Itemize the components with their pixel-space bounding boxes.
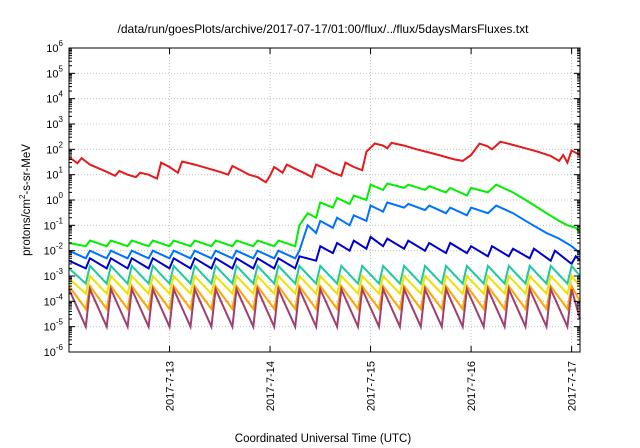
series-line-3 (68, 201, 581, 260)
series-line-8 (68, 285, 581, 331)
y-tick-label: 103 (46, 115, 63, 131)
y-tick-label: 10-2 (44, 242, 64, 258)
y-tick-base: 10 (46, 68, 58, 80)
y-tick-label: 104 (46, 90, 63, 106)
y-tick-exponent: -1 (56, 216, 64, 225)
y-tick-base: 10 (46, 195, 58, 207)
y-tick-base: 10 (44, 220, 56, 232)
y-tick-label: 10-5 (44, 318, 64, 334)
y-tick-exponent: 2 (59, 140, 64, 149)
y-axis-label: protons/cm2-s-sr-MeV (18, 144, 33, 256)
x-tick-label: 2017-7-14 (265, 361, 277, 411)
series-lines (68, 140, 581, 331)
y-tick-exponent: -2 (56, 242, 64, 251)
y-tick-exponent: -4 (56, 292, 64, 301)
y-tick-exponent: 1 (59, 166, 64, 175)
x-tick-label: 2017-7-17 (567, 361, 579, 411)
y-tick-base: 10 (46, 119, 58, 131)
y-tick-exponent: 3 (59, 115, 64, 124)
y-tick-base: 10 (44, 246, 56, 258)
y-tick-exponent: -6 (56, 343, 64, 352)
y-tick-label: 106 (46, 39, 63, 55)
y-tick-label: 105 (46, 64, 63, 80)
y-tick-base: 10 (46, 43, 58, 55)
y-tick-label: 100 (46, 191, 63, 207)
y-tick-label: 101 (46, 166, 63, 182)
y-tick-base: 10 (44, 322, 56, 334)
series-line-4 (68, 235, 581, 270)
y-tick-exponent: 4 (59, 90, 64, 99)
y-tick-exponent: -3 (56, 267, 64, 276)
y-tick-label: 10-1 (44, 216, 64, 232)
grid-lines (69, 48, 580, 352)
x-tick-labels: 2017-7-13 2017-7-14 2017-7-15 2017-7-16 2017… (165, 361, 579, 411)
y-axis-label-suffix: -s-sr-MeV (21, 144, 33, 195)
series-line-6 (68, 273, 581, 296)
series-line-7 (68, 283, 581, 312)
y-tick-exponent: 0 (59, 191, 64, 200)
y-tick-base: 10 (46, 94, 58, 106)
chart-title: /data/run/goesPlots/archive/2017-07-17/0… (118, 22, 530, 36)
y-axis-label-prefix: protons/cm (21, 199, 33, 256)
x-tick-label: 2017-7-15 (366, 361, 378, 411)
series-line-2 (68, 182, 581, 248)
y-tick-base: 10 (46, 144, 58, 156)
y-tick-exponent: -5 (56, 318, 64, 327)
x-axis-label: Coordinated Universal Time (UTC) (235, 433, 412, 445)
x-tick-label: 2017-7-13 (165, 361, 177, 411)
y-tick-label: 10-4 (44, 292, 64, 308)
series-line-5 (68, 263, 581, 286)
y-tick-base: 10 (46, 170, 58, 182)
y-tick-exponent: 6 (59, 39, 64, 48)
y-tick-label: 10-3 (44, 267, 64, 283)
y-tick-labels: 10-610-510-410-310-210-11001011021031041… (44, 39, 64, 359)
y-tick-label: 102 (46, 140, 63, 156)
x-tick-label: 2017-7-16 (466, 361, 478, 411)
y-tick-exponent: 5 (59, 64, 64, 73)
axis-ticks (69, 47, 580, 353)
y-tick-base: 10 (44, 347, 56, 359)
y-tick-base: 10 (44, 296, 56, 308)
y-axis-label-sup: 2 (18, 194, 27, 199)
y-tick-label: 10-6 (44, 343, 64, 359)
series-line-1 (68, 140, 581, 184)
y-tick-base: 10 (44, 271, 56, 283)
